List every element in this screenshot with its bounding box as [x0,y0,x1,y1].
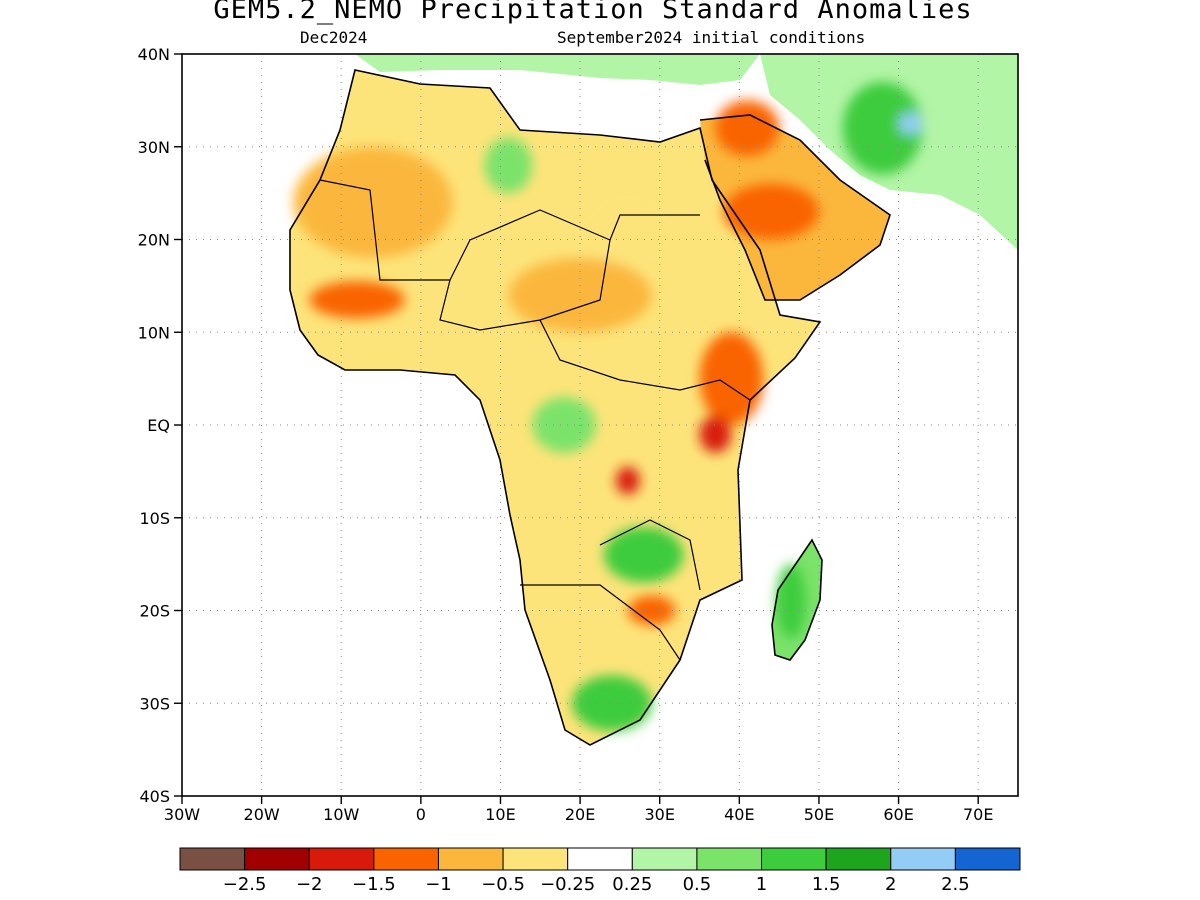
colorbar-swatch [373,847,439,871]
lon-tick-label: 60E [883,805,913,824]
lat-tick-label: 10N [138,323,170,342]
anomaly-region-16 [715,100,780,157]
colorbar-label: −2 [296,874,323,895]
anomaly-region-3 [508,258,652,333]
lat-tick-label: 40S [139,787,170,806]
lon-tick-label: 30E [644,805,674,824]
lat-lon-grid [182,54,1018,796]
lon-tick-label: 20W [244,805,280,824]
lat-tick-label: 20N [138,231,170,250]
colorbar-swatch [437,847,504,871]
colorbar-label: 0.5 [683,874,712,895]
anomaly-region-0 [293,146,453,259]
lon-tick-label: 70E [963,805,993,824]
anomaly-region-1 [309,281,405,319]
colorbar-swatch [244,847,310,871]
forecast-month: Dec2024 [300,28,368,47]
colorbar-swatch [954,847,1021,871]
colorbar-swatch [890,847,956,871]
anomaly-region-11 [776,564,806,639]
colorbar-label: 1 [756,874,767,895]
colorbar-swatch [502,847,569,871]
colorbar-swatch [179,847,246,871]
colorbar-swatch [567,847,633,871]
border-south [520,584,681,661]
colorbar-label: −0.25 [540,874,595,895]
colorbar-label: 0.25 [612,874,652,895]
colorbar-swatch [761,847,827,871]
border-east [539,319,751,401]
anomaly-region-7 [699,415,732,453]
lon-tick-label: 10W [323,805,359,824]
land-fill-layer [290,54,1018,745]
colorbar-swatch [696,847,763,871]
anomaly-region-6 [699,332,764,425]
anomaly-region-12 [572,675,652,732]
madagascar-coastline [771,538,823,661]
initial-conditions: September2024 initial conditions [557,28,866,47]
lat-tick-label: 10S [139,509,170,528]
colorbar-label: −1.5 [352,874,396,895]
lon-tick-label: 20E [565,805,595,824]
colorbar-label: −0.5 [481,874,525,895]
lon-tick-label: 40E [724,805,754,824]
lat-tick-label: EQ [147,416,170,435]
lon-tick-label: 50E [804,805,834,824]
anomaly-region-5 [723,183,819,240]
lon-tick-label: 30W [164,805,200,824]
anomaly-region-8 [532,397,597,453]
lat-tick-label: 30N [138,138,170,157]
anomaly-region-15 [898,112,923,135]
anomaly-region-2 [572,183,684,277]
colorbar-swatch [631,847,698,871]
colorbar-label: 2.5 [941,874,970,895]
border-sahel [319,179,700,281]
lat-tick-label: 30S [139,694,170,713]
colorbar-label: 2 [885,874,896,895]
africa-coastline [289,69,822,746]
colorbar-swatch [825,847,892,871]
lat-tick-label: 20S [139,602,170,621]
lon-tick-label: 10E [485,805,515,824]
map-title: GEM5.2_NEMO Precipitation Standard Anoma… [213,0,973,25]
colorbar-swatch [308,847,375,871]
coastlines [289,69,891,746]
lon-tick-label: 0 [416,805,426,824]
europe-strip [355,54,760,85]
colorbar: −2.5 −2 −1.5 −1 −0.5 −0.25 0.25 0.5 1 1.5 2 2.5 [179,847,1021,895]
colorbar-label: 1.5 [812,874,841,895]
lat-tick-label: 40N [138,45,170,64]
anomaly-region-4 [484,137,533,194]
anomaly-region-9 [615,466,640,495]
arabia-coastline [699,114,891,301]
anomaly-region-14 [842,81,923,175]
border-central [439,239,611,331]
colorbar-label: −2.5 [223,874,267,895]
border-southern-africa [599,519,701,591]
colorbar-label: −1 [425,874,452,895]
anomaly-region-10 [603,527,684,583]
